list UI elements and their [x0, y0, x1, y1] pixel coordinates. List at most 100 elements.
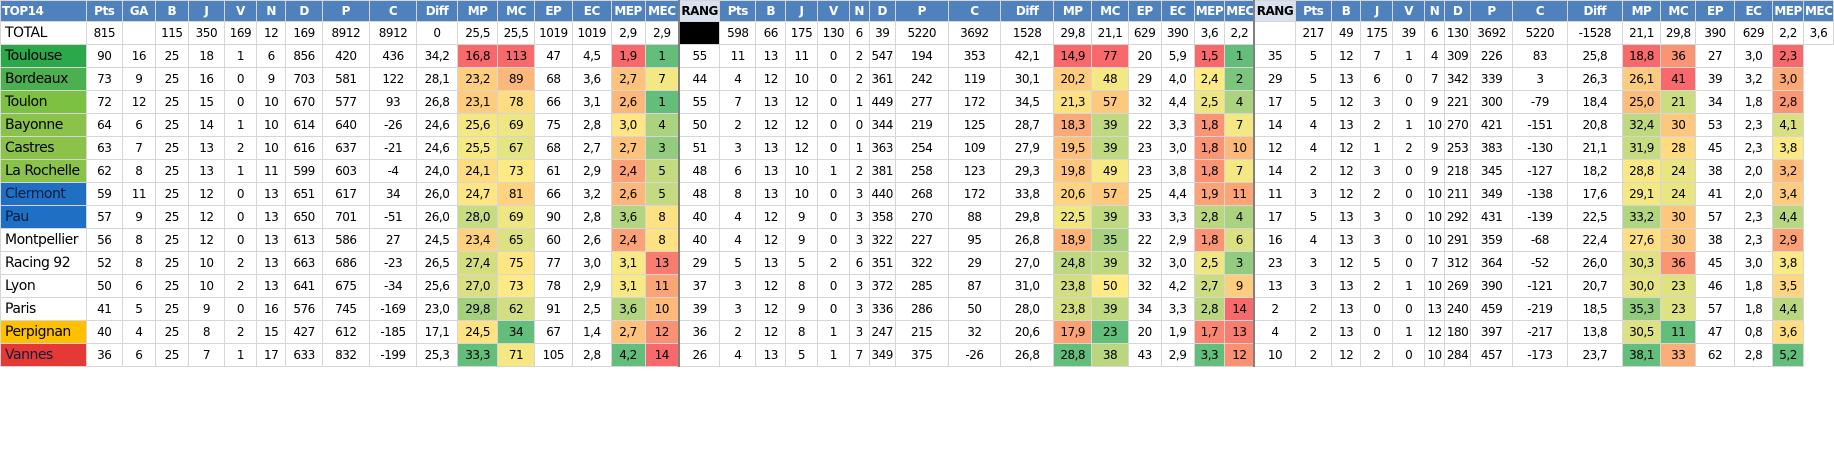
- data-cell: 372: [868, 274, 896, 298]
- data-cell: 1: [1392, 274, 1426, 298]
- column-header: C: [947, 0, 1002, 22]
- total-cell: 12: [255, 21, 287, 45]
- data-cell: 12: [1330, 159, 1362, 183]
- data-cell: 34,5: [1000, 90, 1054, 114]
- table-row: Toulon 72 12 25 15 0 10 670 577 93 26,8 23,1 78 66 3,1…: [0, 90, 1834, 114]
- data-cell: 10: [187, 274, 226, 298]
- data-cell: 12: [1330, 251, 1362, 275]
- column-header: GA: [121, 0, 156, 22]
- data-cell: 1: [816, 320, 850, 344]
- data-cell: 2,5: [1193, 90, 1226, 114]
- data-cell: 68: [533, 136, 574, 160]
- total-cell: [1253, 21, 1296, 45]
- data-cell: 1,9: [1160, 320, 1195, 344]
- data-cell: 9: [785, 228, 818, 252]
- data-cell: 344: [868, 113, 896, 137]
- data-cell: 12: [1224, 343, 1255, 367]
- data-cell: 670: [285, 90, 323, 114]
- data-cell: 0: [224, 90, 257, 114]
- data-cell: 0: [1392, 159, 1426, 183]
- data-cell: 25,5: [456, 136, 499, 160]
- data-cell: 457: [1470, 343, 1513, 367]
- table-row: Bordeaux 73 9 25 16 0 9 703 581 122 28,1 23,2 89 68 3,…: [0, 67, 1834, 91]
- data-cell: 291: [1443, 228, 1472, 252]
- data-cell: 57: [1695, 205, 1735, 229]
- team-name: La Rochelle: [0, 159, 87, 183]
- data-cell: 309: [1443, 44, 1472, 68]
- data-cell: 34: [497, 320, 535, 344]
- data-cell: 32,4: [1621, 113, 1662, 137]
- data-cell: 12: [755, 320, 787, 344]
- data-cell: 1,9: [1193, 182, 1226, 206]
- data-cell: 24,5: [416, 228, 458, 252]
- data-cell: 105: [533, 343, 574, 367]
- data-cell: 4: [1294, 136, 1332, 160]
- data-cell: 703: [285, 67, 323, 91]
- data-cell: 9: [1424, 90, 1445, 114]
- data-cell: 286: [894, 297, 949, 321]
- data-cell: 3: [848, 182, 870, 206]
- data-cell: 3,6: [572, 67, 612, 91]
- data-cell: 47: [1695, 320, 1735, 344]
- data-cell: 0: [224, 67, 257, 91]
- data-cell: 2,9: [572, 159, 612, 183]
- data-cell: 53: [1695, 113, 1735, 137]
- column-header: J: [1360, 0, 1394, 22]
- data-cell: 3,0: [1160, 136, 1195, 160]
- data-cell: 0: [816, 228, 850, 252]
- data-cell: 1,9: [610, 44, 646, 68]
- data-cell: 25: [1127, 182, 1162, 206]
- data-cell: 359: [1470, 228, 1513, 252]
- data-cell: 2,4: [610, 159, 646, 183]
- data-cell: 62: [1695, 343, 1735, 367]
- data-cell: 89: [497, 67, 535, 91]
- data-cell: 2,7: [610, 320, 646, 344]
- data-cell: 2,3: [1772, 44, 1804, 68]
- data-cell: -169: [368, 297, 418, 321]
- data-cell: 77: [533, 251, 574, 275]
- data-cell: -121: [1511, 274, 1568, 298]
- data-cell: 2: [224, 320, 257, 344]
- data-cell: 13: [255, 182, 287, 206]
- data-cell: 2,8: [572, 205, 612, 229]
- total-cell: 350: [187, 21, 226, 45]
- data-cell: 3: [848, 274, 870, 298]
- total-cell: 390: [1695, 21, 1735, 45]
- data-cell: 172: [947, 90, 1002, 114]
- data-cell: 358: [868, 205, 896, 229]
- data-cell: 88: [947, 205, 1002, 229]
- data-cell: 25: [154, 297, 189, 321]
- data-cell: 10: [785, 67, 818, 91]
- data-cell: 123: [947, 159, 1002, 183]
- data-cell: 25: [154, 136, 189, 160]
- data-cell: 349: [1470, 182, 1513, 206]
- data-cell: 1: [848, 136, 870, 160]
- data-cell: 21,1: [1566, 136, 1623, 160]
- data-cell: 27,4: [456, 251, 499, 275]
- data-cell: -4: [368, 159, 418, 183]
- data-cell: 18,9: [1052, 228, 1093, 252]
- data-cell: -21: [368, 136, 418, 160]
- data-cell: 13: [187, 159, 226, 183]
- column-header: EP: [1127, 0, 1162, 22]
- data-cell: 3: [719, 136, 757, 160]
- data-cell: 24: [1660, 182, 1697, 206]
- data-cell: 2: [1294, 297, 1332, 321]
- data-cell: 0: [816, 136, 850, 160]
- data-cell: 3,0: [1733, 251, 1774, 275]
- data-cell: 586: [321, 228, 370, 252]
- data-cell: 23: [1660, 274, 1697, 298]
- data-cell: 0: [816, 205, 850, 229]
- table-row: Castres 63 7 25 13 2 10 616 637 -21 24,6 25,5 67 68 2,…: [0, 136, 1834, 160]
- data-cell: 641: [285, 274, 323, 298]
- data-cell: 39: [678, 297, 721, 321]
- data-cell: 0: [1392, 205, 1426, 229]
- data-cell: 48: [678, 159, 721, 183]
- column-header: EP: [1695, 0, 1735, 22]
- data-cell: 16: [1253, 228, 1296, 252]
- data-cell: 3,6: [1772, 320, 1804, 344]
- data-cell: 7: [644, 67, 680, 91]
- data-cell: 3: [644, 136, 680, 160]
- data-cell: 1: [1392, 113, 1426, 137]
- data-cell: 12: [755, 274, 787, 298]
